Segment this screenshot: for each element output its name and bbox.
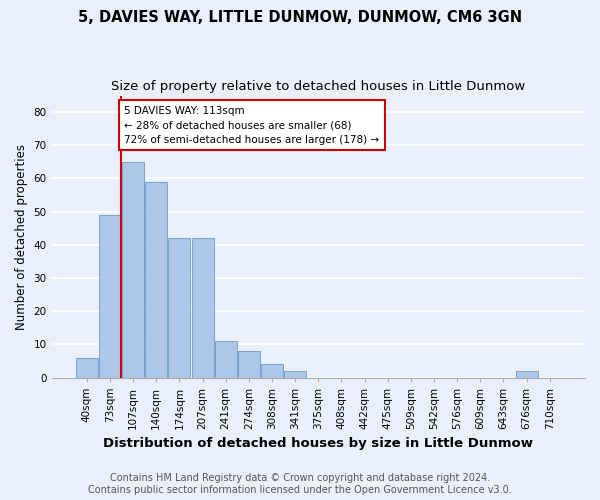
Text: 5, DAVIES WAY, LITTLE DUNMOW, DUNMOW, CM6 3GN: 5, DAVIES WAY, LITTLE DUNMOW, DUNMOW, CM…: [78, 10, 522, 25]
Bar: [145, 182, 167, 378]
Bar: [99, 215, 121, 378]
Bar: [238, 351, 260, 378]
Text: 5 DAVIES WAY: 113sqm
← 28% of detached houses are smaller (68)
72% of semi-detac: 5 DAVIES WAY: 113sqm ← 28% of detached h…: [124, 106, 380, 145]
Text: Contains HM Land Registry data © Crown copyright and database right 2024.
Contai: Contains HM Land Registry data © Crown c…: [88, 474, 512, 495]
Bar: [284, 371, 306, 378]
Y-axis label: Number of detached properties: Number of detached properties: [15, 144, 28, 330]
Bar: [122, 162, 144, 378]
Bar: [76, 358, 98, 378]
Bar: [215, 341, 236, 378]
Bar: [169, 238, 190, 378]
X-axis label: Distribution of detached houses by size in Little Dunmow: Distribution of detached houses by size …: [103, 437, 533, 450]
Bar: [261, 364, 283, 378]
Bar: [515, 371, 538, 378]
Bar: [191, 238, 214, 378]
Title: Size of property relative to detached houses in Little Dunmow: Size of property relative to detached ho…: [111, 80, 526, 93]
